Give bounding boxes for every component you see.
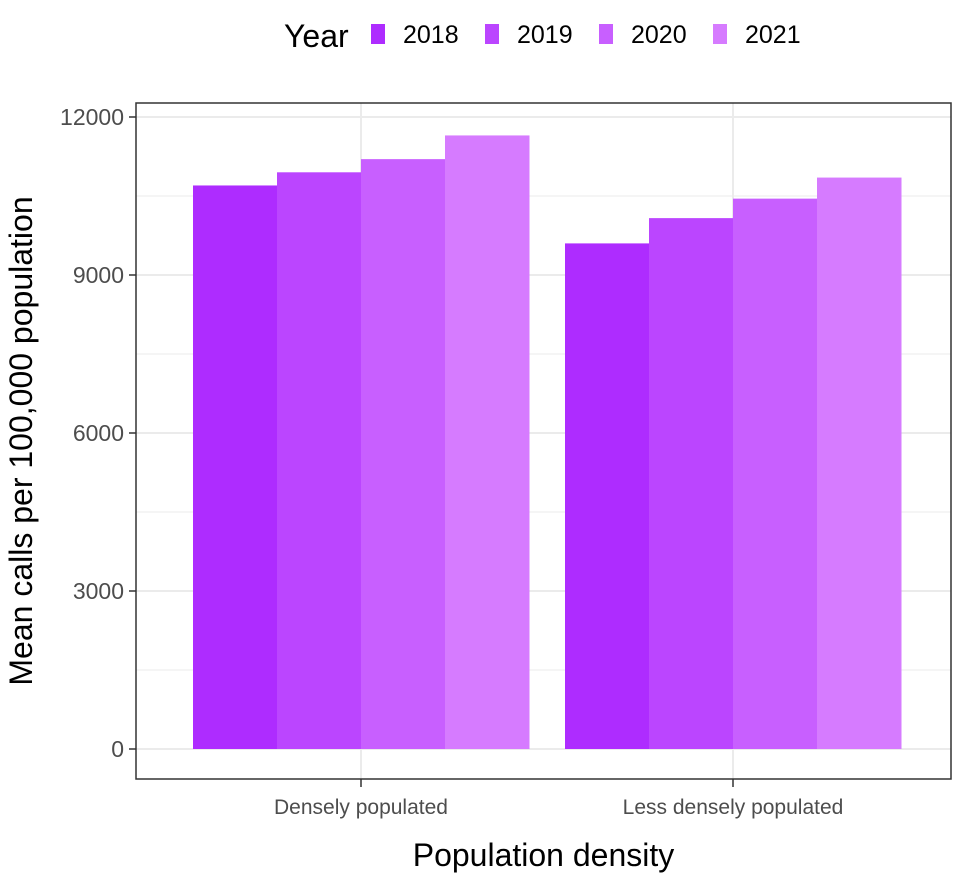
y-tick-label: 9000	[73, 262, 124, 288]
bar-2018-less-densely-populated	[565, 243, 650, 749]
y-axis: 0 3000 6000 9000 12000	[60, 104, 136, 762]
bar-2021-less-densely-populated	[817, 177, 902, 750]
x-axis: Densely populated Less densely populated	[274, 779, 843, 819]
legend-label-2020: 2020	[631, 21, 687, 49]
legend-key-2019	[485, 24, 499, 44]
legend-label-2021: 2021	[745, 21, 801, 49]
legend-title: Year	[284, 18, 349, 54]
y-tick-label: 3000	[73, 578, 124, 604]
bar-2020-densely-populated	[361, 159, 446, 750]
legend-key-2020	[599, 24, 613, 44]
x-tick-label: Densely populated	[274, 796, 448, 819]
x-tick-label: Less densely populated	[623, 796, 844, 819]
bar-2018-densely-populated	[193, 185, 278, 749]
legend-key-2021	[713, 24, 727, 44]
y-tick-label: 12000	[60, 104, 124, 130]
bar-2020-less-densely-populated	[733, 198, 818, 750]
legend-key-2018	[371, 24, 385, 44]
bar-2019-less-densely-populated	[649, 218, 734, 749]
y-tick-label: 0	[111, 736, 124, 762]
y-tick-label: 6000	[73, 420, 124, 446]
legend-label-2019: 2019	[517, 21, 573, 49]
bars	[193, 135, 902, 750]
x-axis-title: Population density	[413, 837, 675, 873]
legend-label-2018: 2018	[403, 21, 459, 49]
legend: Year 2018 2019 2020 2021	[284, 18, 801, 54]
y-axis-title: Mean calls per 100,000 population	[3, 196, 39, 685]
plot-panel-border	[135, 102, 952, 780]
bar-2019-densely-populated	[277, 172, 362, 750]
bar-2021-densely-populated	[445, 135, 530, 749]
